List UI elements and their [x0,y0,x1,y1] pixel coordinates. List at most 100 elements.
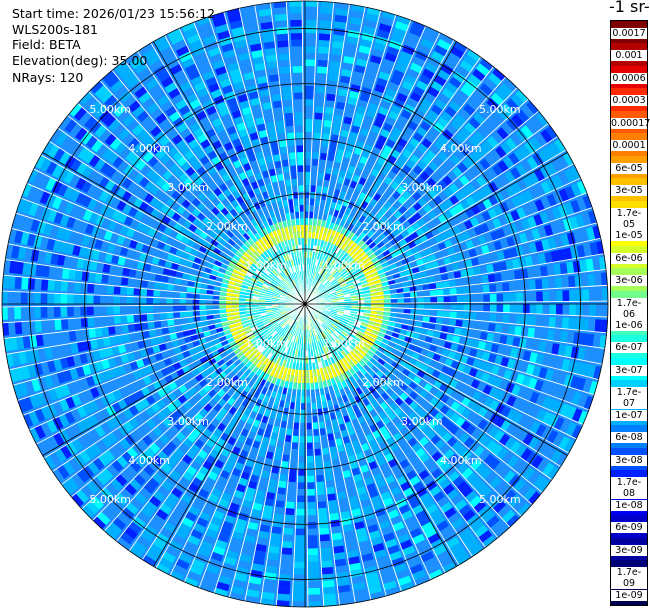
ppi-gate [272,519,283,528]
ppi-gate [394,21,409,32]
ppi-gate [465,490,478,503]
ppi-gate [509,348,519,359]
ppi-gate [112,517,127,531]
ppi-gate [450,494,464,506]
ppi-gate [263,380,270,389]
ppi-gate [468,441,480,453]
ppi-gate [330,378,336,386]
ppi-gate [476,304,484,312]
ppi-gate [387,458,398,469]
ppi-gate [233,524,246,534]
ppi-gate [582,379,593,394]
ppi-gate [192,392,202,402]
ppi-gate [602,304,608,317]
ppi-gate [483,491,497,504]
ppi-gate [107,315,115,325]
ppi-gate [349,290,357,294]
ppi-gate [502,314,510,324]
ppi-gate [198,407,208,417]
ppi-gate [551,158,563,173]
ppi-gate [465,208,475,219]
ppi-gate [305,59,316,67]
ppi-gate [207,388,217,398]
ppi-gate [374,202,384,211]
ppi-gate [349,287,356,292]
ppi-gate [254,398,262,407]
ppi-gate [466,514,480,528]
ppi-gate [14,276,22,290]
ppi-gate [360,337,368,343]
ppi-gate [166,298,173,304]
ppi-gate [188,505,200,517]
ppi-gate [429,127,441,139]
ppi-gate [149,442,161,454]
ppi-gate [468,135,481,148]
ppi-gate [437,339,446,348]
ppi-gate [317,53,329,61]
ppi-gate [226,479,237,490]
ppi-gate [189,564,204,576]
ppi-gate [314,448,321,456]
ppi-gate [252,502,263,511]
ppi-gate [588,318,596,332]
ppi-gate [204,476,215,487]
ppi-gate [543,224,554,237]
ppi-gate [208,379,217,388]
ray-gap [23,303,306,416]
ppi-gate [483,304,491,312]
ppi-gate [259,337,266,344]
ppi-gate [265,324,272,330]
ppi-gate [320,240,325,248]
ppi-gate [71,473,85,488]
ppi-gate [358,436,367,446]
ray-gap [304,303,309,607]
ppi-gate [528,171,540,185]
ppi-gate [341,372,348,381]
ppi-gate [318,46,330,54]
ppi-gate [145,394,156,405]
ppi-gate [390,75,403,86]
ppi-gate [74,270,83,281]
ppi-gate [283,331,289,339]
ppi-gate [332,320,340,326]
ray-gap [304,303,460,566]
ppi-gate [275,350,281,357]
ppi-gate [244,340,252,347]
ppi-gate [397,304,405,309]
ppi-gate [515,281,523,291]
ppi-gate [389,374,398,383]
ppi-gate [385,241,394,250]
ppi-gate [320,394,326,402]
ray-gap [304,303,325,607]
ppi-gate [349,259,356,267]
ppi-gate [458,261,467,270]
ppi-gate [342,339,350,346]
ppi-gate [414,279,423,286]
ppi-gate [8,322,16,336]
ppi-gate [453,271,462,279]
ppi-gate [67,281,75,292]
ppi-gate [259,378,266,387]
ppi-gate [357,206,366,215]
ppi-gate [60,445,73,459]
ppi-gate [383,122,394,133]
ppi-gate [362,121,372,131]
ppi-gate [245,301,253,304]
ppi-gate [356,352,364,360]
ppi-gate [564,202,575,216]
ppi-gate [321,314,328,320]
ppi-gate [451,517,465,530]
ppi-gate [159,503,172,515]
ppi-gate [326,256,331,264]
ppi-gate [359,464,369,474]
ppi-gate [330,54,342,63]
ppi-gate [534,379,544,392]
ppi-gate [190,460,201,471]
ppi-gate [82,402,93,415]
ppi-gate [493,377,503,389]
ppi-gate [422,68,435,80]
ppi-gate [337,352,344,360]
ppi-gate [278,474,287,482]
ppi-gate [117,365,126,376]
ppi-gate [338,359,345,367]
